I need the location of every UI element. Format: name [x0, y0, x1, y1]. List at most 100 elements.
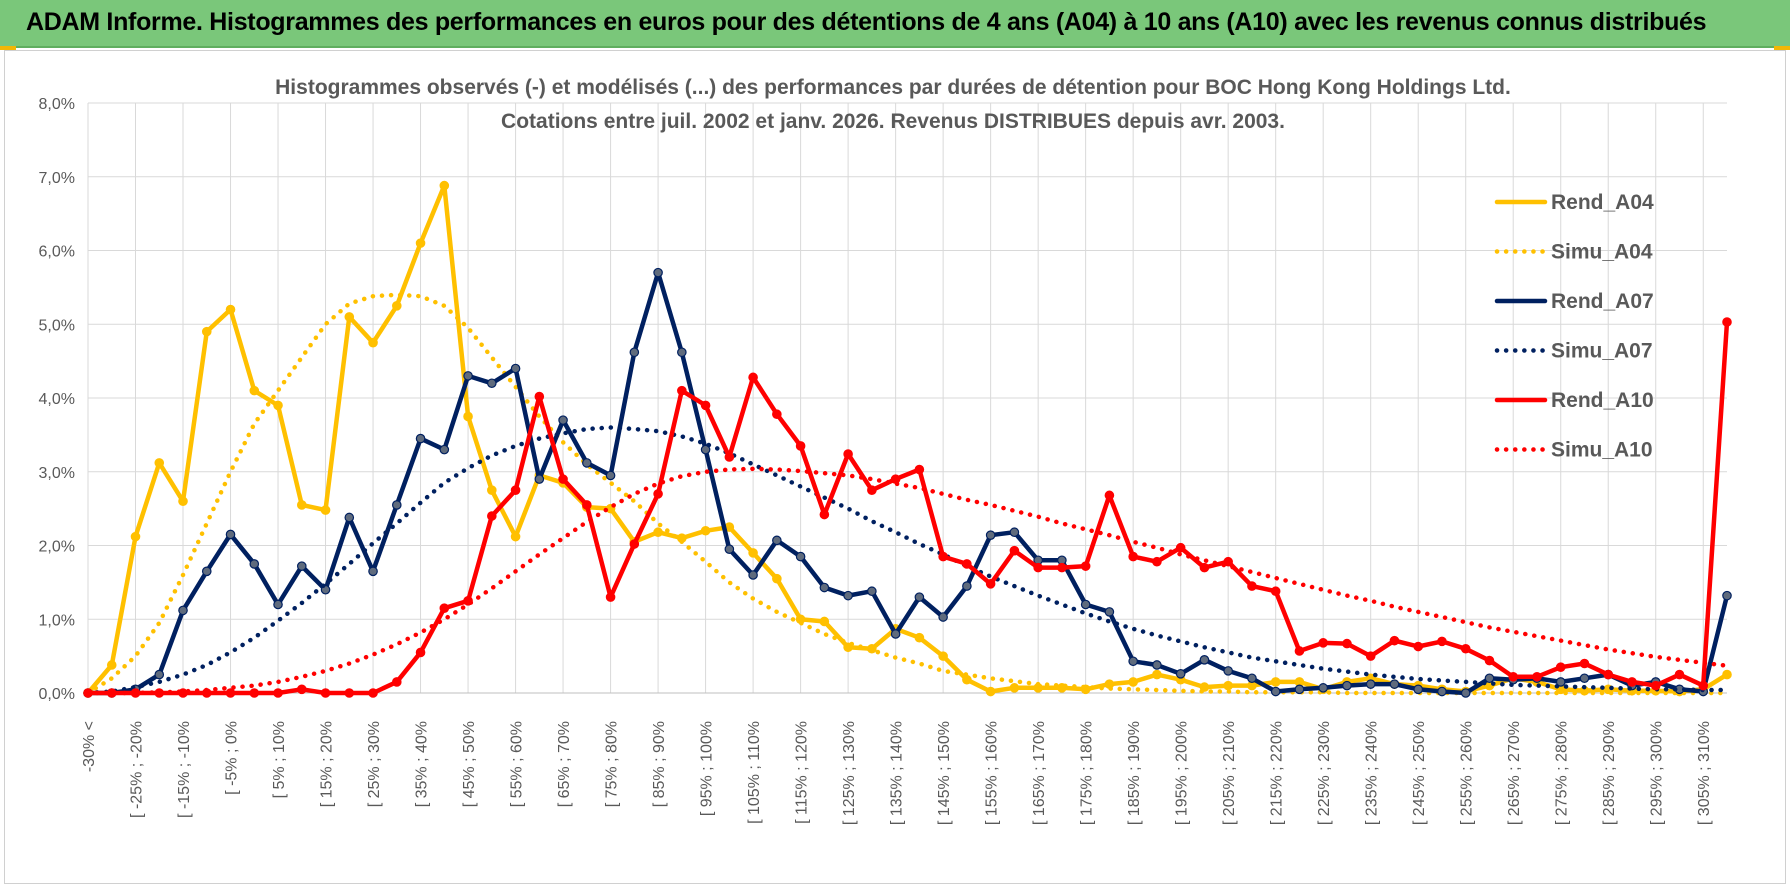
data-point [296, 561, 307, 571]
data-point [154, 458, 165, 468]
series-line-Simu_A10 [85, 466, 1730, 696]
data-point [1223, 680, 1233, 691]
data-point [154, 669, 165, 680]
x-tick-label: [ 225% ; 230% [1316, 721, 1333, 825]
data-point [487, 378, 497, 389]
data-point [890, 629, 901, 639]
data-point [985, 579, 996, 589]
x-tick-label: [ 185% ; 190% [1126, 721, 1143, 825]
data-point [1342, 680, 1352, 691]
data-point [985, 686, 996, 697]
x-tick-label: [ -25% ; -20% [129, 721, 146, 818]
series-Simu_A07 [85, 425, 1730, 696]
data-point [938, 651, 948, 661]
x-tick-label: [ 235% ; 240% [1364, 721, 1381, 825]
data-point [1223, 666, 1233, 676]
data-point [938, 612, 948, 622]
data-point [1508, 671, 1519, 682]
data-point [1555, 677, 1566, 687]
data-point [1365, 679, 1376, 689]
data-point [273, 599, 283, 610]
data-point [653, 267, 663, 278]
series-Rend_A10 [83, 317, 1732, 698]
data-point [819, 582, 830, 593]
data-point [629, 539, 640, 549]
data-point [1579, 673, 1590, 684]
data-point [1152, 556, 1162, 567]
x-tick-label: [ 165% ; 170% [1031, 721, 1048, 825]
data-point [772, 573, 782, 584]
data-point [1128, 677, 1138, 687]
data-point [724, 544, 735, 554]
data-point [1270, 686, 1281, 697]
banner-accent-left [0, 46, 16, 50]
data-point [534, 391, 545, 402]
data-point [106, 660, 117, 670]
data-point [819, 616, 830, 627]
x-tick-label: [ 145% ; 150% [936, 721, 953, 825]
data-point [368, 688, 378, 698]
data-point [629, 347, 640, 358]
data-point [985, 530, 996, 540]
data-point [653, 489, 663, 499]
data-point [1342, 638, 1352, 649]
data-point [558, 415, 568, 425]
data-point [249, 688, 260, 698]
legend-label-Simu_A10: Simu_A10 [1551, 439, 1653, 462]
data-point [1603, 669, 1614, 680]
data-point [1175, 542, 1186, 553]
x-tick-label: [ -5% ; 0% [224, 721, 241, 795]
data-point [1247, 673, 1257, 684]
data-point [605, 592, 616, 602]
data-point [130, 531, 141, 542]
data-point [962, 674, 972, 685]
data-point [700, 444, 711, 455]
x-tick-label: [ 245% ; 250% [1411, 721, 1428, 825]
data-point [748, 372, 758, 383]
data-point [225, 529, 236, 540]
data-point [391, 301, 402, 311]
data-point [1152, 669, 1162, 680]
data-point [344, 312, 355, 322]
x-tick-label: [ 75% ; 80% [604, 721, 621, 807]
data-point [273, 688, 283, 698]
y-tick-label: 2,0% [39, 539, 75, 556]
data-point [867, 485, 877, 495]
legend-label-Simu_A04: Simu_A04 [1551, 241, 1653, 264]
data-point [795, 551, 806, 562]
data-point [1365, 651, 1376, 661]
x-tick-label: [ 65% ; 70% [556, 721, 573, 807]
data-point [1413, 641, 1424, 652]
data-point [605, 470, 616, 481]
data-point [1460, 688, 1471, 698]
data-point [1722, 590, 1732, 601]
data-point [1199, 655, 1210, 665]
data-point [1033, 562, 1043, 573]
data-point [1009, 527, 1020, 538]
data-point [819, 509, 830, 520]
x-tick-label: [ 175% ; 180% [1079, 721, 1096, 825]
chart-title-line-2: Cotations entre juil. 2002 et janv. 2026… [501, 110, 1285, 133]
data-point [534, 474, 545, 484]
data-point [391, 677, 402, 687]
data-point [415, 647, 426, 658]
data-point [415, 433, 426, 444]
data-point [938, 551, 948, 562]
data-point [1270, 586, 1281, 597]
data-point [1080, 561, 1091, 571]
data-point [439, 603, 450, 613]
data-point [1650, 680, 1661, 691]
series-Rend_A04 [83, 180, 1732, 698]
data-point [962, 559, 972, 569]
data-point [1009, 545, 1020, 556]
series-line-Rend_A10 [85, 319, 1730, 696]
data-point [772, 409, 782, 420]
data-point [225, 688, 236, 698]
data-point [843, 590, 853, 601]
data-point [748, 548, 758, 558]
banner-accent-right [1774, 46, 1790, 50]
x-tick-label: [ 85% ; 90% [651, 721, 668, 807]
x-tick-label: [ 95% ; 100% [699, 721, 716, 816]
data-point [1294, 684, 1305, 695]
data-point [391, 500, 402, 510]
